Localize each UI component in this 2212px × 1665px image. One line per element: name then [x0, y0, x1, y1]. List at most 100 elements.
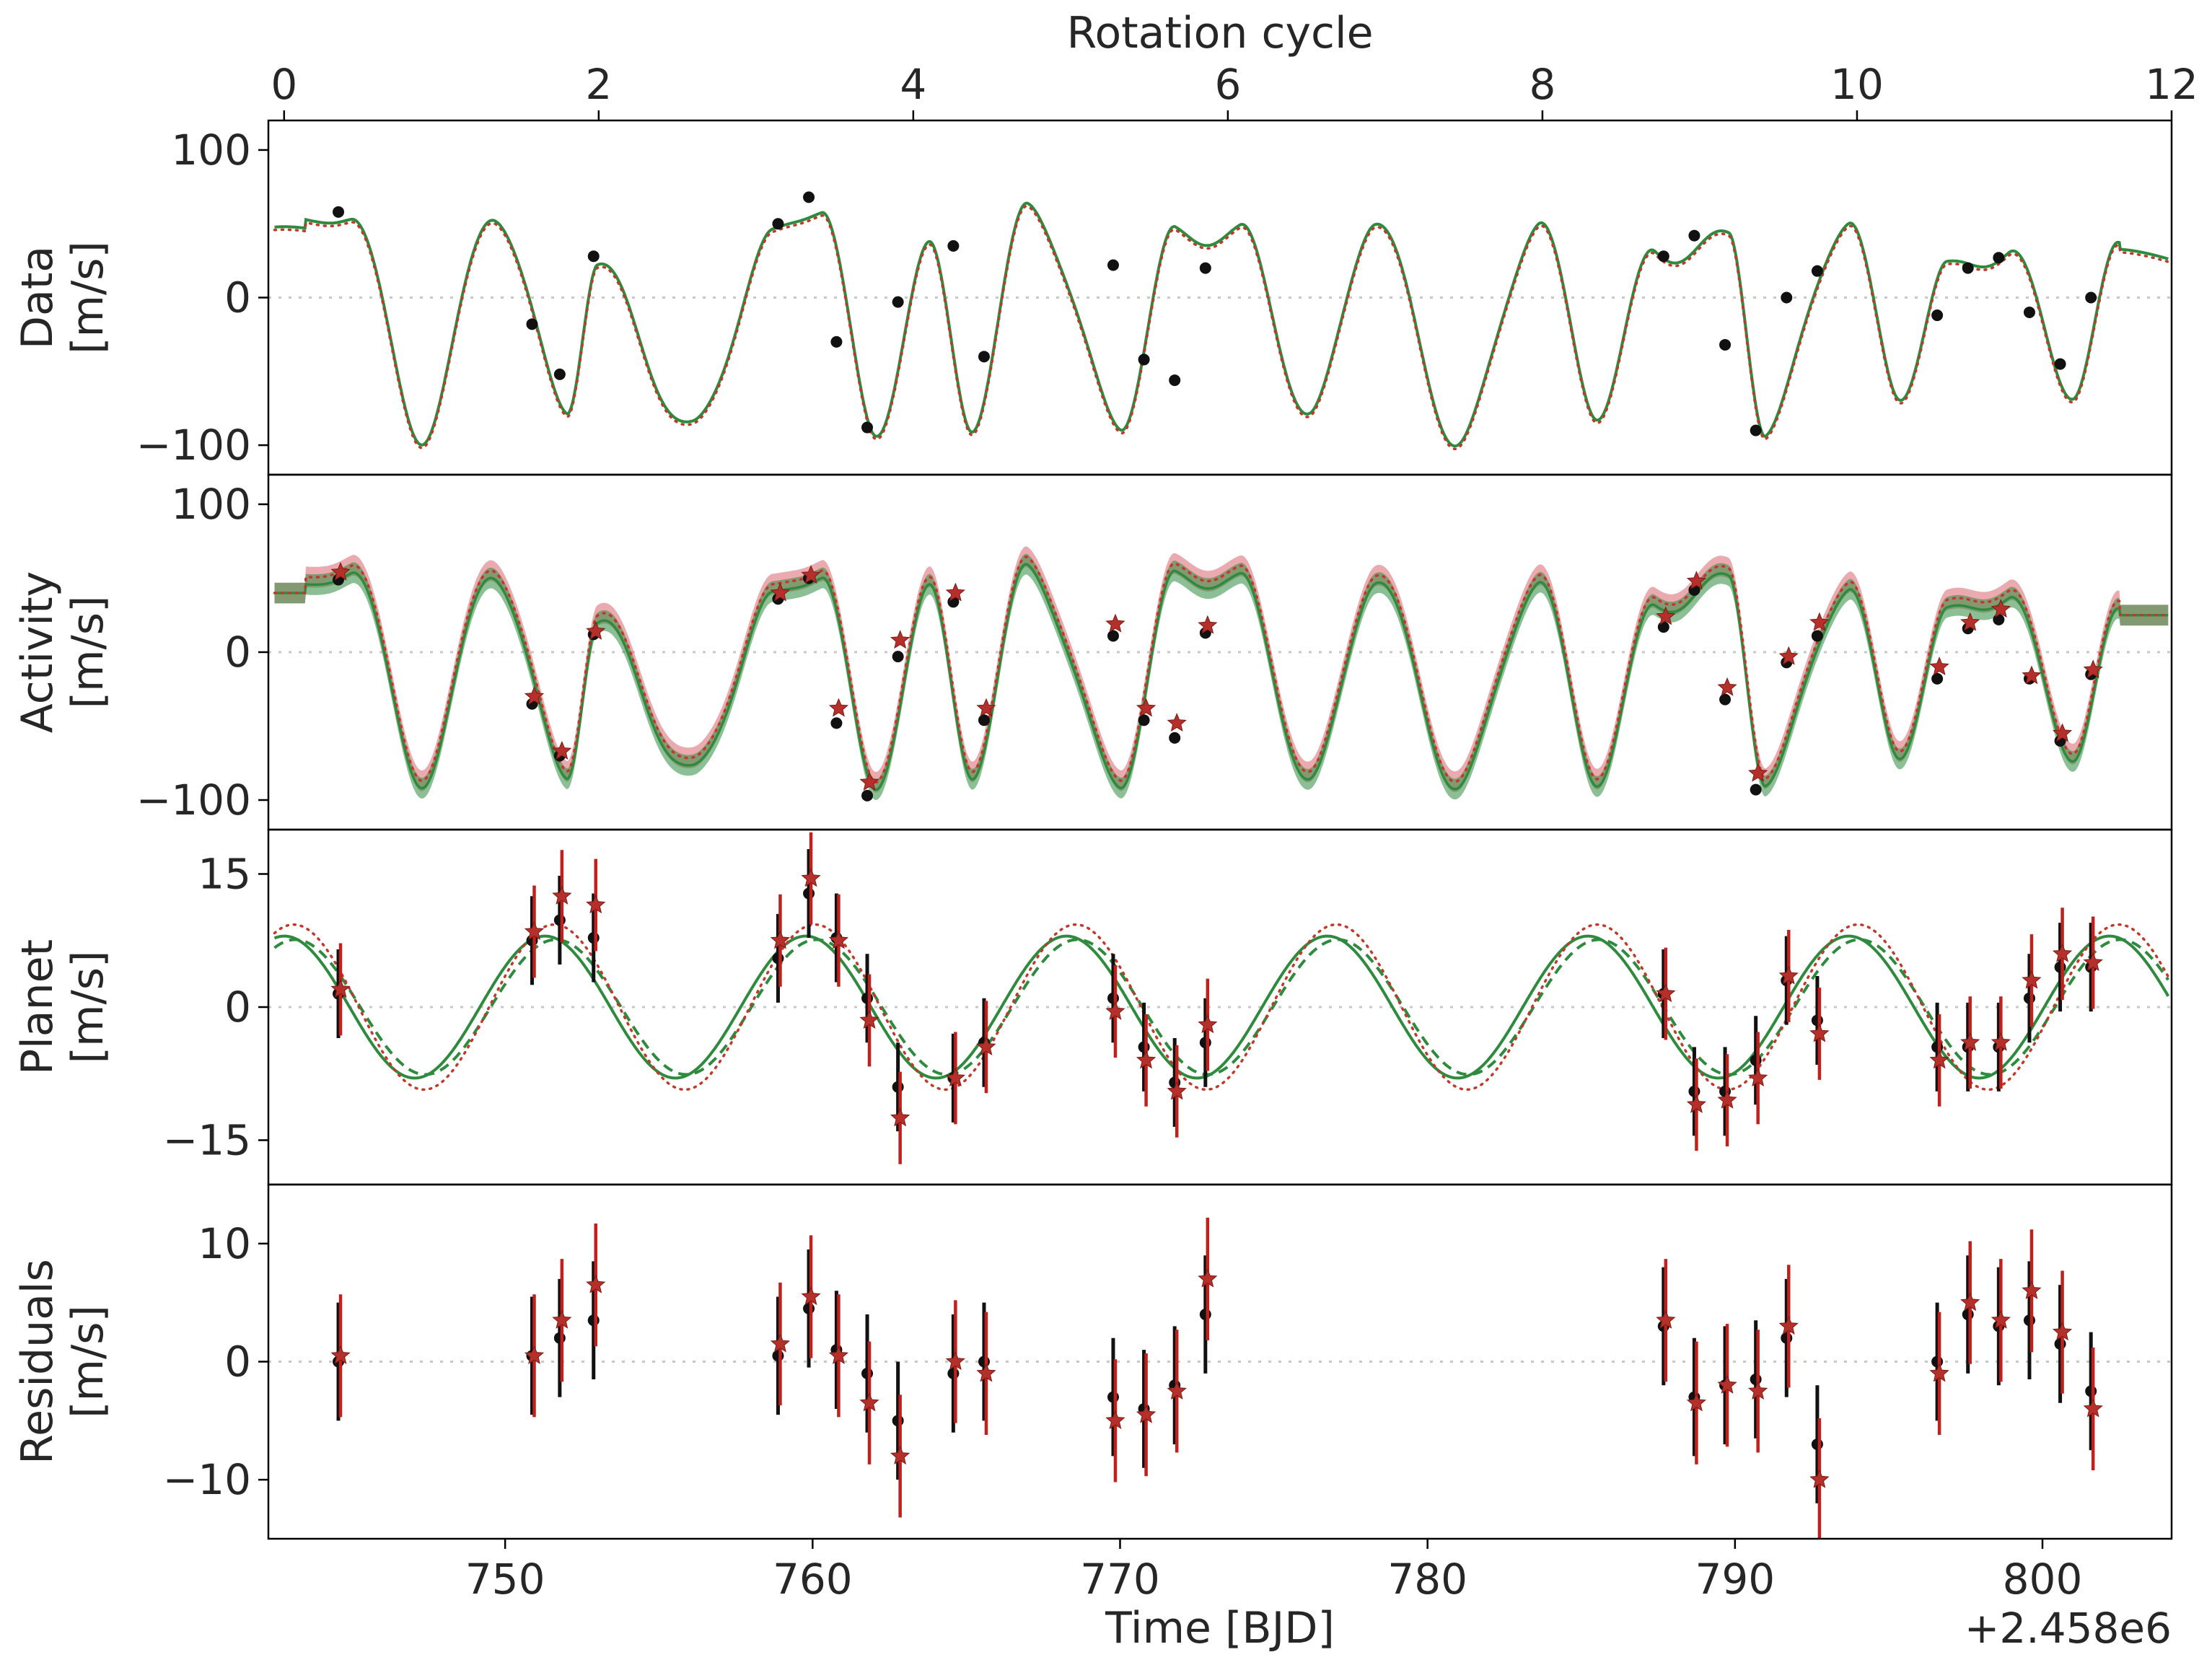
data-point-star [1929, 1363, 1949, 1382]
panel-residuals: −10 0 10 Residuals [m/s] [12, 1183, 2173, 1540]
data-point [1107, 630, 1119, 642]
data-point-star [524, 686, 545, 706]
data-point-star [330, 1345, 351, 1364]
data-point [2054, 358, 2066, 370]
data-point [1688, 229, 1700, 242]
data-point-star [1809, 612, 1830, 631]
data-point-star [1809, 1469, 1830, 1488]
data-point-star [828, 698, 849, 717]
data-point-star [1778, 1316, 1799, 1335]
data-point-star [2052, 723, 2073, 742]
data-point-star [1717, 1374, 1737, 1394]
data-point [1719, 338, 1732, 351]
data-point-star [552, 886, 572, 905]
data-point-star [801, 565, 821, 584]
data-point [861, 789, 874, 801]
data-point-star [2052, 1322, 2073, 1341]
data-point [553, 368, 566, 380]
data-point-star [976, 1363, 996, 1382]
data-point [1750, 424, 1762, 436]
data-point-star [2022, 665, 2042, 685]
data-point-star [1991, 1032, 2011, 1051]
y-axis-unit-activity: [m/s] [63, 596, 113, 709]
data-point-star [859, 1010, 879, 1029]
data-point-star [1105, 613, 1125, 633]
data-point-star [586, 895, 606, 914]
data-point [1931, 1356, 1944, 1368]
data-point-star [1748, 763, 1768, 782]
data-point [1719, 693, 1732, 706]
y-tick-label: 10 [198, 1219, 251, 1268]
data-point [1931, 672, 1944, 685]
data-point-star [1929, 656, 1949, 676]
top-tick-label: 0 [271, 60, 297, 109]
data-point [861, 421, 874, 434]
data-point-star [2022, 970, 2042, 989]
data-point-star [1105, 1410, 1125, 1429]
data-point-star [1136, 1404, 1157, 1423]
top-tick-label: 2 [585, 60, 612, 109]
data-point-star [552, 1309, 572, 1329]
planet-line-green-dashed [273, 938, 2169, 1076]
x-tick-label: 770 [1080, 1555, 1160, 1604]
data-point [978, 351, 990, 363]
data-point-star [1929, 1050, 1949, 1069]
top-tick-label: 4 [900, 60, 926, 109]
data-point-star [1656, 1309, 1676, 1329]
activity-line-red-dotted [273, 555, 2170, 784]
data-point [978, 714, 990, 726]
y-tick-label: −15 [163, 1116, 251, 1165]
data-point-star [524, 1345, 545, 1364]
y-axis-label-data: Data [12, 246, 63, 349]
data-point-star [1167, 1381, 1187, 1400]
data-point [1931, 309, 1944, 322]
data-point [2023, 306, 2035, 318]
data-point-star [1105, 1001, 1125, 1020]
y-tick-label: 15 [198, 850, 251, 899]
planet-line-red-dotted [273, 923, 2170, 1091]
y-tick-label: 0 [224, 273, 251, 322]
data-point-star [1167, 1081, 1187, 1100]
data-point-star [1717, 1089, 1737, 1109]
data-point-star [828, 930, 849, 949]
data-point [2085, 1385, 2097, 1397]
data-point [830, 717, 843, 729]
y-tick-label: 0 [224, 628, 251, 677]
data-point-star [330, 561, 351, 581]
data-point-star [1686, 1094, 1707, 1113]
data-point-star [1656, 606, 1676, 625]
data-point-star [1960, 1292, 1980, 1312]
data-point-star [586, 1274, 606, 1293]
data-point-star [1656, 983, 1676, 1003]
plot-area-data [268, 191, 2172, 451]
data-point-star [1136, 698, 1157, 717]
data-point [587, 250, 600, 263]
data-point-star [586, 620, 606, 640]
data-point [1657, 250, 1669, 263]
data-point-star [890, 1446, 910, 1465]
data-point [2023, 992, 2035, 1004]
top-tick-label: 10 [1830, 60, 1884, 109]
x-tick-label: 760 [773, 1555, 853, 1604]
data-point-star [976, 1036, 996, 1055]
data-point-star [828, 1345, 849, 1364]
data-point [947, 1367, 960, 1379]
data-point [1138, 1041, 1150, 1053]
data-point [803, 887, 815, 900]
series-data-black [333, 191, 2097, 436]
data-point [1657, 621, 1669, 633]
data-point-star [859, 772, 879, 791]
data-point-star [770, 582, 791, 602]
x-tick-label: 790 [1695, 1555, 1775, 1604]
data-point [861, 992, 874, 1004]
data-point [1811, 1014, 1823, 1027]
data-point [892, 296, 904, 308]
data-point [803, 1302, 815, 1314]
data-point [587, 1314, 600, 1327]
data-point-star [801, 868, 821, 887]
data-point-star [770, 1333, 791, 1353]
data-point [1931, 1041, 1944, 1053]
data-point-star [859, 1392, 879, 1412]
data-point [772, 218, 784, 230]
